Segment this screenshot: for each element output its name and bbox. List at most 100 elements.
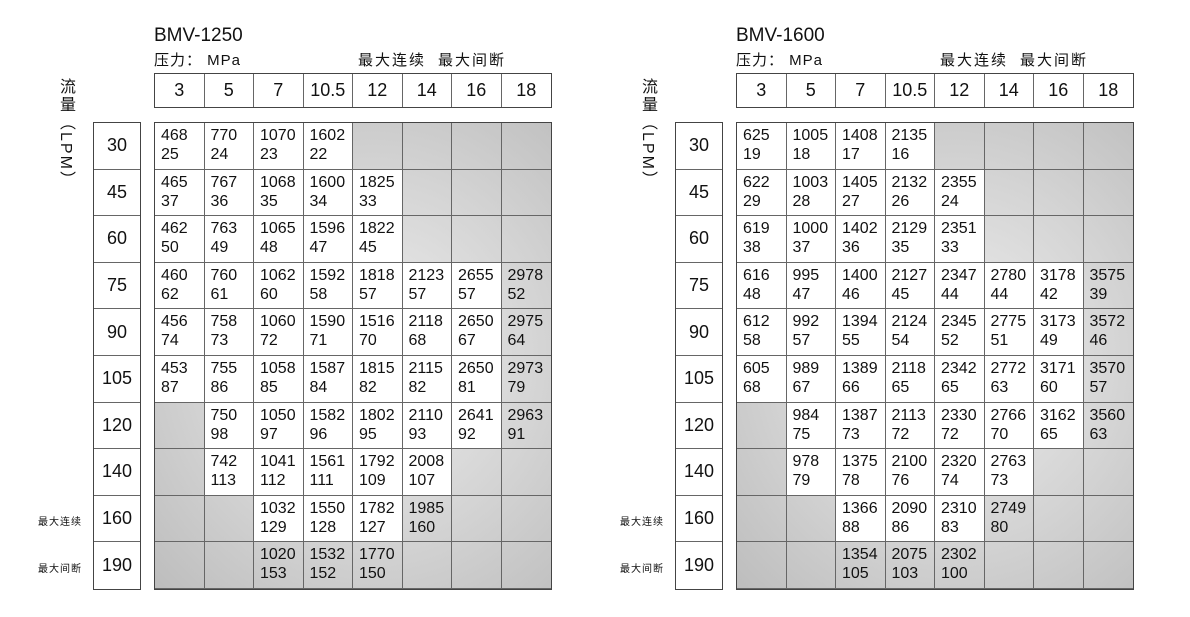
data-cell: 2342 65 (935, 355, 985, 403)
torque-value: 468 (161, 127, 188, 144)
torque-value: 2780 (990, 266, 1027, 284)
torque-value: 2118 (408, 313, 443, 331)
speed-value: 17 (842, 146, 860, 163)
data-cell: 1005 18 (786, 123, 836, 170)
speed-value: 57 (458, 285, 476, 303)
torque-value: 1516 (359, 313, 395, 331)
torque-value: 456 (161, 313, 188, 331)
flow-row-label: 190 (101, 555, 133, 576)
pressure-header-cell: 18 (516, 80, 537, 100)
speed-value: 128 (309, 518, 337, 536)
speed-value: 22 (309, 146, 328, 163)
flow-row-label: 120 (676, 403, 722, 450)
data-cell: 616 48 (737, 262, 787, 310)
speed-value: 63 (1089, 425, 1108, 443)
torque-value: 2342 (941, 359, 977, 377)
torque-value: 460 (161, 266, 188, 284)
torque-value: 978 (792, 453, 820, 471)
data-cell: 2132 26 (885, 169, 935, 217)
data-cell: 1516 70 (353, 309, 403, 356)
empty-cell (204, 495, 254, 543)
torque-value: 995 (792, 266, 820, 284)
pressure-header-cell: 12 (353, 74, 403, 107)
empty-cell (501, 216, 551, 263)
speed-value: 72 (260, 332, 278, 350)
data-cell: 2650 67 (452, 309, 502, 356)
data-cell: 1550 128 (303, 495, 353, 543)
data-cell: 978 79 (786, 449, 836, 496)
speed-value: 52 (941, 332, 959, 350)
speed-value: 95 (359, 425, 377, 443)
torque-value: 1060 (260, 313, 296, 331)
data-cell: 992 57 (786, 309, 836, 356)
torque-value: 989 (792, 359, 820, 377)
torque-value: 1000 (792, 220, 829, 238)
torque-value: 1532 (309, 546, 346, 564)
empty-cell (1034, 542, 1084, 589)
data-cell: 2129 35 (885, 216, 935, 263)
data-cell: 2763 73 (984, 449, 1034, 496)
empty-cell (402, 542, 452, 589)
empty-cell (155, 449, 205, 496)
speed-value: 28 (792, 192, 811, 210)
torque-value: 2763 (990, 453, 1027, 471)
torque-value: 1782 (359, 499, 395, 517)
data-cell: 1596 47 (303, 216, 353, 263)
speed-value: 33 (941, 239, 959, 257)
torque-value: 770 (210, 127, 238, 144)
empty-cell (1083, 449, 1133, 496)
data-cell: 1590 71 (303, 309, 353, 356)
torque-value: 1561 (309, 453, 346, 471)
empty-cell (786, 542, 836, 589)
data-cell: 3570 57 (1083, 356, 1133, 403)
speed-value: 58 (743, 332, 761, 350)
speed-value: 35 (891, 239, 910, 257)
speed-value: 49 (1040, 332, 1058, 350)
data-cell: 2355 24 (935, 169, 985, 217)
flow-row-label: 90 (94, 309, 140, 356)
data-cell: 3575 39 (1083, 263, 1133, 310)
torque-value: 1389 (842, 359, 878, 377)
data-cell: 2978 52 (501, 263, 551, 310)
empty-cell (402, 123, 452, 170)
speed-value: 81 (458, 378, 476, 396)
data-cell: 619 38 (737, 216, 787, 263)
torque-value: 1592 (309, 266, 346, 284)
data-cell: 1041 112 (254, 449, 304, 496)
empty-cell (452, 216, 502, 263)
torque-value: 1802 (359, 406, 395, 424)
data-cell: 1032 129 (254, 495, 304, 543)
data-cell: 1770 150 (353, 542, 403, 589)
speed-value: 88 (842, 518, 860, 536)
torque-value: 3162 (1040, 406, 1076, 424)
empty-cell (1083, 170, 1133, 217)
speed-value: 68 (408, 332, 427, 350)
torque-value: 1985 (408, 499, 445, 517)
data-cell: 1060 72 (254, 309, 304, 356)
data-cell: 456 74 (155, 309, 205, 356)
pressure-header-cell: 7 (836, 74, 886, 107)
torque-value: 1041 (260, 453, 296, 471)
data-cell: 1068 35 (254, 169, 304, 217)
data-cell: 1400 46 (836, 262, 886, 310)
speed-value: 71 (309, 332, 328, 350)
pressure-header-cell: 14 (985, 74, 1034, 107)
data-cell: 1070 23 (254, 123, 304, 170)
speed-value: 60 (1040, 378, 1058, 396)
speed-value: 27 (842, 192, 860, 210)
speed-value: 96 (309, 425, 328, 443)
data-cell: 1818 57 (353, 262, 403, 310)
empty-cell (452, 123, 502, 170)
empty-cell (1034, 123, 1084, 170)
flow-row-label: 30 (94, 123, 140, 170)
data-cell: 2775 51 (984, 309, 1034, 356)
data-cell: 612 58 (737, 309, 787, 356)
data-cell: 2110 93 (402, 402, 452, 450)
speed-value: 127 (359, 518, 386, 536)
flow-row-label: 90 (676, 309, 722, 356)
speed-value: 24 (210, 146, 229, 163)
torque-value: 760 (210, 266, 238, 284)
data-cell: 2641 92 (452, 402, 502, 450)
data-cell: 3173 49 (1034, 309, 1084, 356)
data-cell: 1062 60 (254, 262, 304, 310)
